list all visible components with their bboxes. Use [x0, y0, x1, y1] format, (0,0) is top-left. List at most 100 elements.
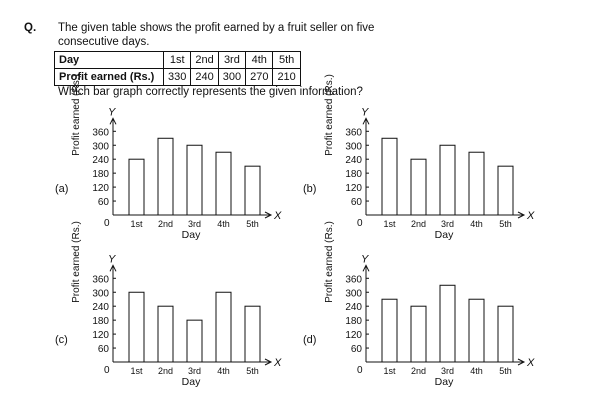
x-tick-label: 5th — [499, 366, 512, 376]
y-tick-label: 300 — [345, 141, 362, 152]
y-tick-label: 360 — [92, 274, 109, 285]
x-axis-letter: X — [526, 357, 535, 369]
y-tick-label: 60 — [351, 344, 363, 355]
bar — [468, 298, 485, 363]
table-cell-profit: 240 — [190, 68, 219, 86]
table-cell-profit: 210 — [272, 68, 301, 86]
x-tick-label: 3rd — [188, 366, 201, 376]
bar — [468, 151, 485, 216]
y-axis-arrow — [109, 264, 117, 272]
option-label: (b) — [303, 183, 316, 195]
x-tick-label: 1st — [130, 366, 143, 376]
table-cell-day: 1st — [162, 51, 192, 69]
table-cell-day: 5th — [272, 51, 301, 69]
bar — [244, 165, 261, 216]
x-tick-label: 1st — [383, 219, 396, 229]
x-tick-label: 1st — [130, 219, 143, 229]
origin-label: 0 — [357, 218, 363, 229]
table-cell-day: 2nd — [190, 51, 219, 69]
bar — [439, 284, 456, 363]
origin-label: 0 — [104, 218, 110, 229]
x-tick-label: 5th — [499, 219, 512, 229]
y-axis-letter: Y — [361, 106, 369, 118]
x-tick-label: 2nd — [158, 219, 173, 229]
y-tick-label: 360 — [345, 274, 362, 285]
option-label: (a) — [55, 183, 68, 195]
bar — [410, 305, 427, 363]
y-tick-label: 360 — [345, 127, 362, 138]
option-label: (d) — [303, 334, 316, 346]
table-header-profit: Profit earned (Rs.) — [54, 68, 164, 86]
x-tick-label: 3rd — [188, 219, 201, 229]
bar — [497, 165, 514, 216]
y-tick-label: 180 — [345, 316, 362, 327]
bar — [215, 151, 232, 216]
y-axis-label: Profit earned (Rs.) — [71, 74, 82, 156]
bar — [381, 137, 398, 216]
x-tick-label: 2nd — [411, 366, 426, 376]
x-tick-label: 5th — [246, 219, 259, 229]
x-axis-letter: X — [273, 210, 282, 222]
y-tick-label: 120 — [345, 330, 362, 341]
y-tick-label: 360 — [92, 127, 109, 138]
y-tick-label: 240 — [92, 155, 109, 166]
table-cell-profit: 330 — [162, 68, 192, 86]
bar — [186, 144, 203, 216]
y-tick-label: 120 — [345, 183, 362, 194]
y-tick-label: 300 — [92, 288, 109, 299]
x-axis-letter: X — [526, 210, 535, 222]
x-axis-arrow — [264, 358, 273, 366]
y-tick-label: 240 — [92, 302, 109, 313]
y-tick-label: 180 — [92, 316, 109, 327]
bar — [157, 137, 174, 216]
y-axis-letter: Y — [361, 253, 369, 265]
x-axis-label: Day — [182, 376, 201, 388]
x-tick-label: 2nd — [411, 219, 426, 229]
y-tick-label: 300 — [92, 141, 109, 152]
origin-label: 0 — [104, 365, 110, 376]
x-axis-arrow — [517, 211, 526, 219]
question-number: Q. — [24, 22, 37, 34]
table-cell-profit: 300 — [217, 68, 247, 86]
x-axis-label: Day — [182, 229, 201, 241]
question-text: The given table shows the profit earned … — [58, 22, 375, 48]
x-tick-label: 1st — [383, 366, 396, 376]
y-tick-label: 300 — [345, 288, 362, 299]
y-axis-arrow — [109, 117, 117, 125]
y-tick-label: 180 — [92, 169, 109, 180]
y-axis-label: Profit earned (Rs.) — [324, 74, 335, 156]
y-tick-label: 60 — [98, 344, 110, 355]
bar — [128, 158, 145, 216]
bar — [497, 305, 514, 363]
y-axis-arrow — [362, 117, 370, 125]
y-tick-label: 120 — [92, 183, 109, 194]
x-tick-label: 4th — [217, 219, 230, 229]
bar — [439, 144, 456, 216]
x-axis-letter: X — [273, 357, 282, 369]
bar — [381, 298, 398, 363]
question-prompt: Which bar graph correctly represents the… — [58, 86, 363, 98]
bar — [128, 291, 145, 363]
y-axis-label: Profit earned (Rs.) — [71, 221, 82, 303]
y-axis-arrow — [362, 264, 370, 272]
x-axis-label: Day — [435, 229, 454, 241]
x-tick-label: 3rd — [441, 366, 454, 376]
y-tick-label: 240 — [345, 302, 362, 313]
table-row: Day 1st 2nd 3rd 4th 5th — [54, 51, 301, 69]
y-axis-letter: Y — [108, 253, 116, 265]
bar — [215, 291, 232, 363]
y-axis-label: Profit earned (Rs.) — [324, 221, 335, 303]
origin-label: 0 — [357, 365, 363, 376]
table-row: Profit earned (Rs.) 330 240 300 270 210 — [54, 68, 301, 86]
bar — [157, 305, 174, 363]
x-tick-label: 4th — [217, 366, 230, 376]
x-tick-label: 3rd — [441, 219, 454, 229]
x-axis-arrow — [264, 211, 273, 219]
y-tick-label: 60 — [351, 197, 363, 208]
y-tick-label: 240 — [345, 155, 362, 166]
x-axis-label: Day — [435, 376, 454, 388]
y-tick-label: 60 — [98, 197, 110, 208]
bar — [186, 319, 203, 363]
x-axis-arrow — [517, 358, 526, 366]
